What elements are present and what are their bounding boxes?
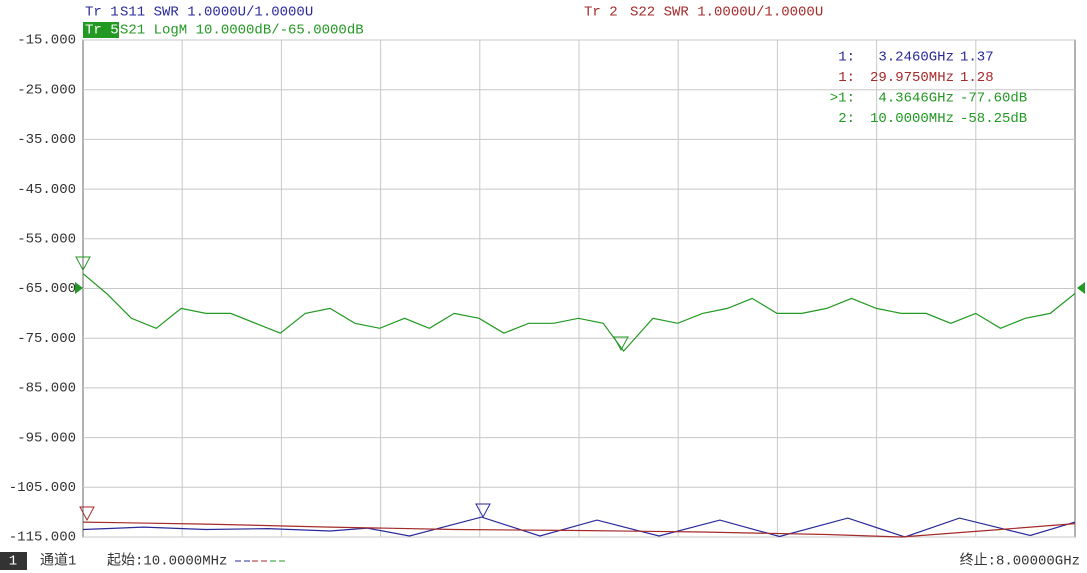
y-tick-label: -15.000 bbox=[17, 33, 76, 49]
trace bbox=[82, 516, 1076, 538]
marker-label: 1: bbox=[838, 50, 855, 66]
trace-name: Tr 1 bbox=[85, 5, 119, 21]
trace-name: Tr 5 bbox=[85, 23, 119, 39]
marker-flag bbox=[475, 503, 491, 519]
y-tick-label: -55.000 bbox=[17, 232, 76, 248]
marker-flag bbox=[79, 506, 95, 522]
channel-number: 1 bbox=[9, 554, 17, 570]
marker-frequency: 10.0000MHz bbox=[870, 111, 954, 127]
y-tick-label: -25.000 bbox=[17, 82, 76, 98]
marker-value: 1.28 bbox=[960, 70, 994, 86]
marker-value: -77.60dB bbox=[960, 91, 1027, 107]
channel-badge bbox=[0, 552, 27, 570]
marker-value: -58.25dB bbox=[960, 111, 1027, 127]
marker-flag bbox=[75, 256, 91, 272]
y-tick-label: -65.000 bbox=[17, 281, 76, 297]
marker-frequency: 3.2460GHz bbox=[878, 50, 954, 66]
y-tick-label: -105.000 bbox=[9, 480, 76, 496]
y-tick-label: -75.000 bbox=[17, 331, 76, 347]
y-tick-label: -115.000 bbox=[9, 530, 76, 546]
trace-setting: S21 LogM 10.0000dB/-65.0000dB bbox=[120, 23, 364, 39]
start-frequency: 起始:10.0000MHz bbox=[107, 553, 227, 570]
marker-value: 1.37 bbox=[960, 50, 994, 66]
marker-frequency: 29.9750MHz bbox=[870, 70, 954, 86]
marker-label: >1: bbox=[830, 91, 855, 107]
active-trace-badge bbox=[83, 22, 119, 38]
marker-frequency: 4.3646GHz bbox=[878, 91, 954, 107]
grid bbox=[83, 39, 1075, 538]
stop-frequency: 终止:8.00000GHz bbox=[960, 553, 1080, 570]
y-tick-label: -45.000 bbox=[17, 182, 76, 198]
trace-setting: S22 SWR 1.0000U/1.0000U bbox=[630, 5, 823, 21]
reference-arrow bbox=[1077, 282, 1085, 294]
trace-setting: S11 SWR 1.0000U/1.0000U bbox=[120, 5, 313, 21]
y-tick-label: -95.000 bbox=[17, 430, 76, 446]
marker-label: 2: bbox=[838, 111, 855, 127]
marker-label: 1: bbox=[838, 70, 855, 86]
channel-name: 通道1 bbox=[40, 553, 76, 570]
trace bbox=[82, 273, 1076, 353]
reference-arrow bbox=[75, 282, 83, 294]
y-tick-label: -85.000 bbox=[17, 381, 76, 397]
trace-name: Tr 2 bbox=[584, 5, 618, 21]
y-tick-label: -35.000 bbox=[17, 132, 76, 148]
trace bbox=[82, 521, 1076, 538]
